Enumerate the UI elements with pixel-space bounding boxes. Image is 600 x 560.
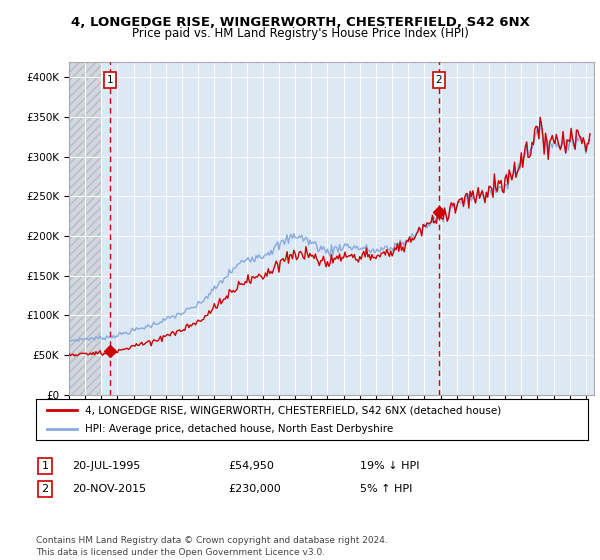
Text: 5% ↑ HPI: 5% ↑ HPI xyxy=(360,484,412,494)
Text: 20-NOV-2015: 20-NOV-2015 xyxy=(72,484,146,494)
Text: 4, LONGEDGE RISE, WINGERWORTH, CHESTERFIELD, S42 6NX: 4, LONGEDGE RISE, WINGERWORTH, CHESTERFI… xyxy=(71,16,529,29)
Text: £230,000: £230,000 xyxy=(228,484,281,494)
Text: 1: 1 xyxy=(107,75,113,85)
Text: 2: 2 xyxy=(436,75,442,85)
Text: HPI: Average price, detached house, North East Derbyshire: HPI: Average price, detached house, Nort… xyxy=(85,424,393,433)
Text: 1: 1 xyxy=(41,461,49,471)
Text: Contains HM Land Registry data © Crown copyright and database right 2024.
This d: Contains HM Land Registry data © Crown c… xyxy=(36,536,388,557)
Text: 4, LONGEDGE RISE, WINGERWORTH, CHESTERFIELD, S42 6NX (detached house): 4, LONGEDGE RISE, WINGERWORTH, CHESTERFI… xyxy=(85,405,501,415)
Text: £54,950: £54,950 xyxy=(228,461,274,471)
Text: Price paid vs. HM Land Registry's House Price Index (HPI): Price paid vs. HM Land Registry's House … xyxy=(131,27,469,40)
Text: 20-JUL-1995: 20-JUL-1995 xyxy=(72,461,140,471)
Text: 19% ↓ HPI: 19% ↓ HPI xyxy=(360,461,419,471)
Text: 2: 2 xyxy=(41,484,49,494)
